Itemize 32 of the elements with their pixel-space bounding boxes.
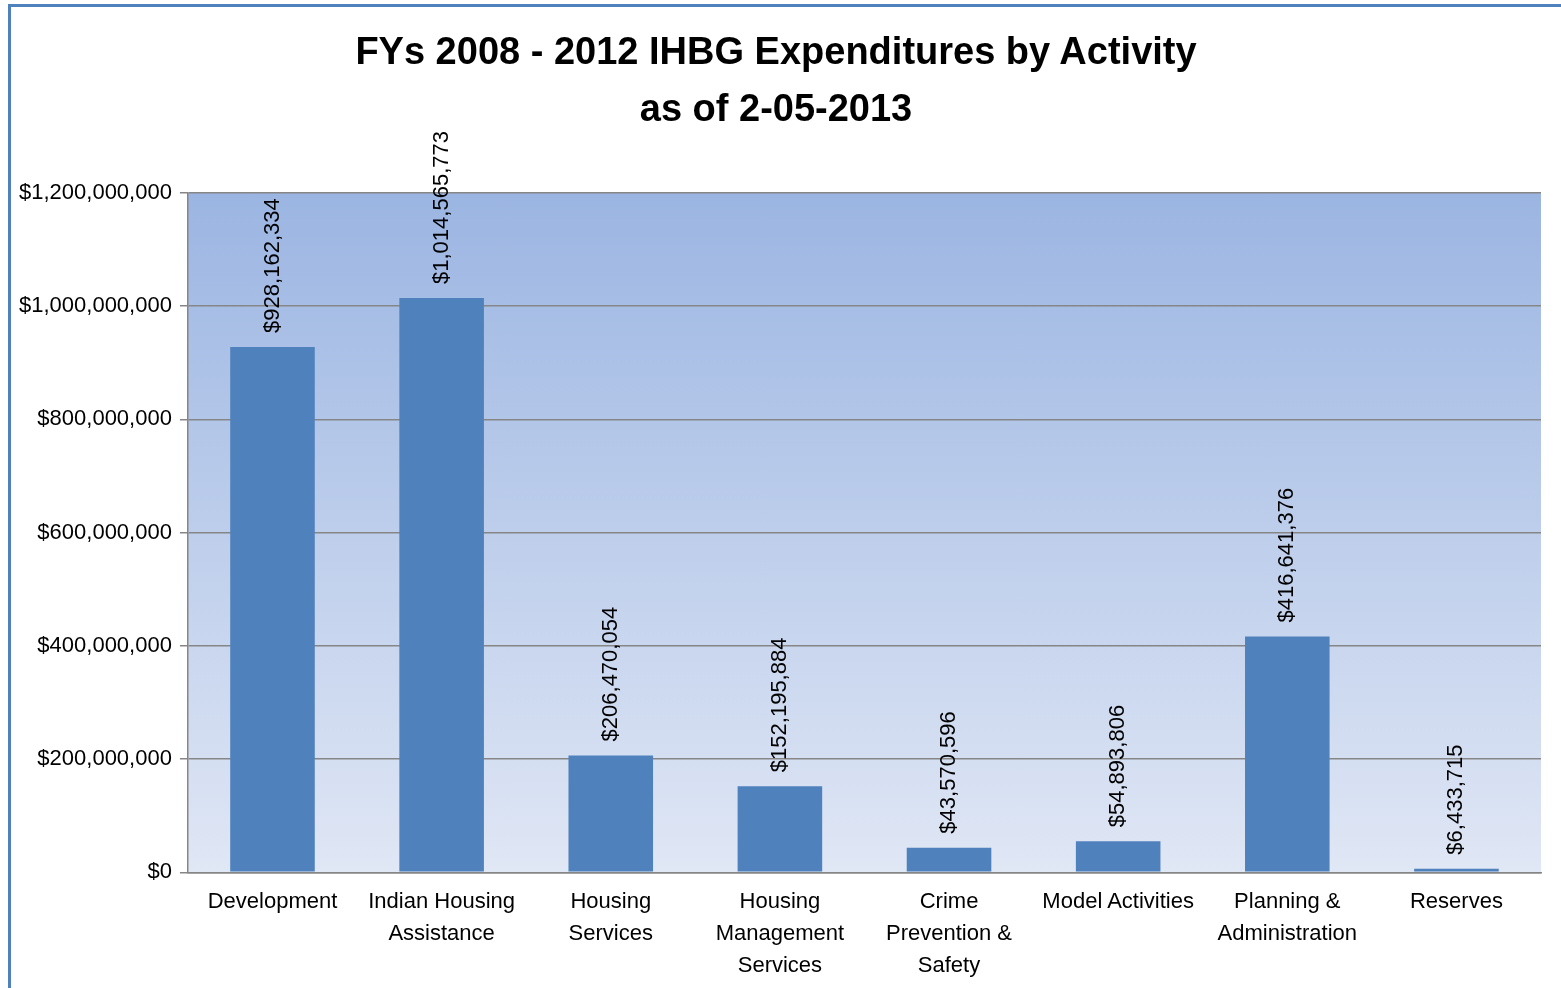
data-label: $928,162,334 — [258, 198, 284, 333]
x-tick-label: Housing Services — [568, 888, 653, 946]
y-tick-label: $800,000,000 — [37, 405, 172, 431]
x-tick-label: Reserves — [1409, 888, 1503, 914]
bar — [230, 346, 315, 872]
x-tick-label: Model Activities — [1042, 888, 1194, 914]
y-tick-label: $400,000,000 — [37, 631, 172, 657]
bar — [737, 786, 823, 872]
bar — [906, 847, 992, 872]
y-tick-label: $1,200,000,000 — [18, 179, 172, 205]
y-tick-label: $0 — [147, 858, 172, 884]
data-label: $152,195,884 — [765, 637, 791, 773]
chart-title: FYs 2008 - 2012 IHBG Expenditures by Activity as of 2-05-2013 — [355, 29, 1197, 129]
data-label: $1,014,565,773 — [427, 131, 453, 284]
data-label: $416,641,376 — [1273, 487, 1299, 623]
y-tick-label: $1,000,000,000 — [18, 292, 172, 318]
y-tick-label: $600,000,000 — [37, 518, 172, 544]
bar — [1075, 841, 1161, 872]
x-tick-label: Planning & Administration — [1217, 888, 1357, 946]
bar — [399, 297, 484, 872]
data-label: $206,470,054 — [596, 606, 622, 742]
x-tick-label: Indian Housing Assistance — [368, 888, 516, 946]
bar — [1245, 636, 1330, 872]
data-label: $6,433,715 — [1442, 744, 1468, 855]
x-tick-label: Housing Management Services — [715, 888, 845, 978]
bar — [1414, 868, 1499, 872]
data-label: $43,570,596 — [935, 711, 961, 834]
x-tick-label: Crime Prevention & Safety — [886, 888, 1013, 978]
y-tick-label: $200,000,000 — [37, 745, 172, 771]
bar — [568, 755, 654, 872]
x-tick-label: Development — [207, 888, 338, 914]
data-label: $54,893,806 — [1104, 704, 1130, 828]
